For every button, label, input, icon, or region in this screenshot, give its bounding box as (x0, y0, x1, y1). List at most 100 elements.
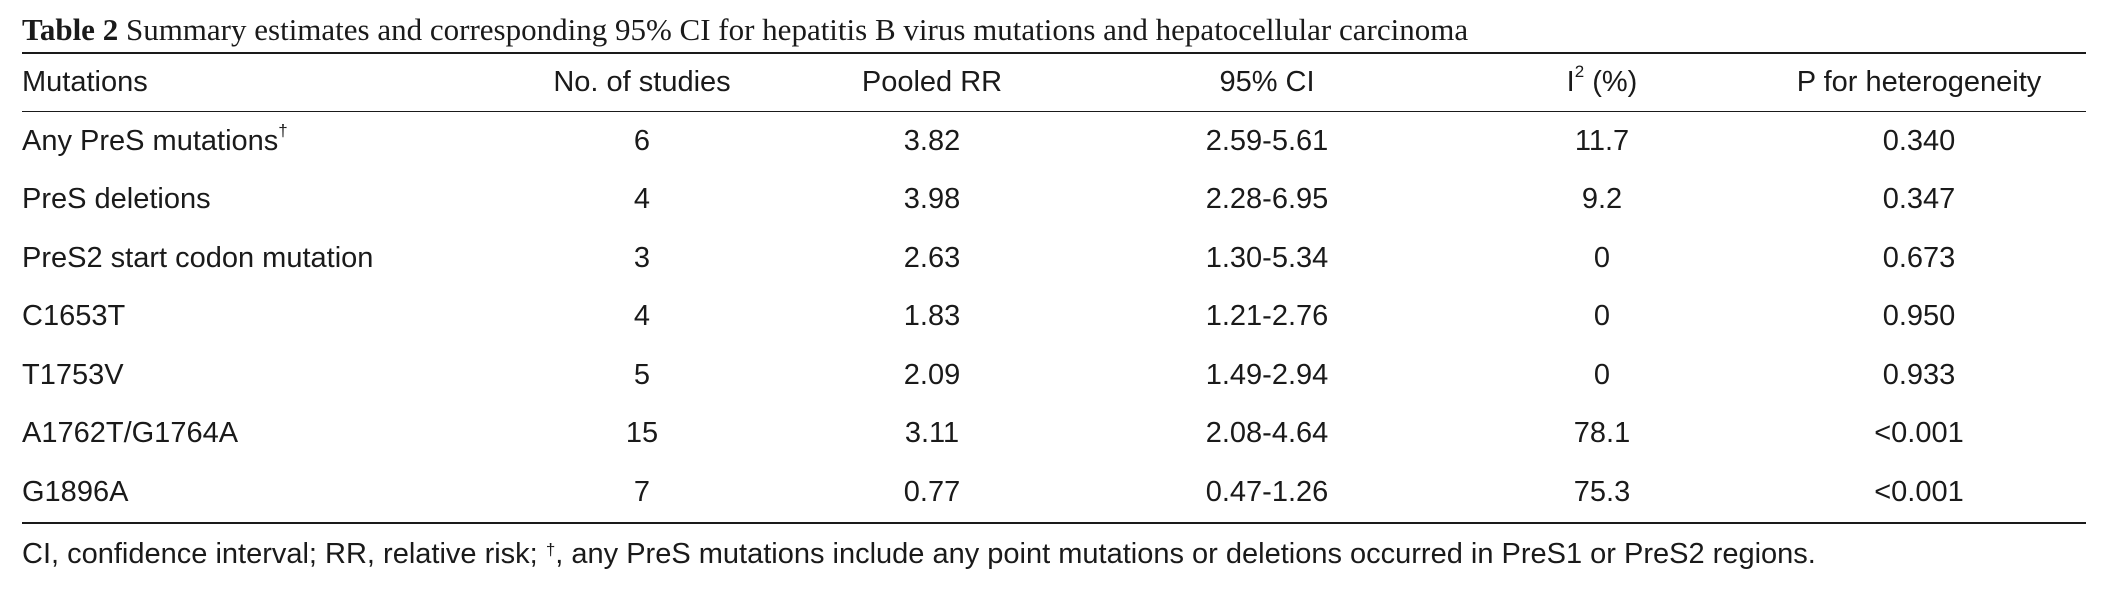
cell-studies: 15 (502, 405, 782, 464)
cell-i2-text: 0 (1593, 300, 1611, 333)
cell-ci-text: 1.21-2.76 (1205, 300, 1329, 333)
table-body: Any PreS mutations† 6 3.82 2.59-5.61 11.7 0.3… (22, 112, 2086, 523)
cell-pooled-rr: 2.09 (782, 346, 1082, 405)
cell-studies-text: 7 (633, 475, 651, 508)
cell-i2-text: 9.2 (1581, 183, 1623, 216)
cell-mutation-text: C1653T (22, 300, 126, 333)
cell-mutation: PreS2 start codon mutation (22, 229, 502, 288)
cell-ci: 1.30-5.34 (1082, 229, 1452, 288)
cell-mutation-text: T1753V (22, 358, 124, 391)
header-p-heterogeneity: P for heterogeneity (1796, 66, 2042, 98)
cell-i2: 78.1 (1452, 405, 1752, 464)
cell-i2-text: 78.1 (1573, 417, 1631, 450)
cell-mutation-text: PreS deletions (22, 183, 211, 216)
cell-ci: 2.28-6.95 (1082, 171, 1452, 230)
cell-ci: 2.59-5.61 (1082, 112, 1452, 171)
cell-p-text: 0.347 (1882, 183, 1956, 216)
table-row: A1762T/G1764A 15 3.11 2.08-4.64 78.1 <0.001 (22, 405, 2086, 464)
cell-ci: 2.08-4.64 (1082, 405, 1452, 464)
cell-ci-text: 1.30-5.34 (1205, 241, 1329, 274)
table-row: PreS deletions 4 3.98 2.28-6.95 9.2 0.347 (22, 171, 2086, 230)
cell-i2: 0 (1452, 229, 1752, 288)
cell-ci: 0.47-1.26 (1082, 463, 1452, 523)
cell-ci: 1.21-2.76 (1082, 288, 1452, 347)
header-i2-sup: 2 (1574, 62, 1585, 81)
cell-studies: 5 (502, 346, 782, 405)
footnote-mark: † (545, 539, 556, 559)
cell-mutation-text: Any PreS mutations (22, 124, 279, 157)
cell-i2-text: 11.7 (1574, 124, 1630, 157)
cell-mutation: Any PreS mutations† (22, 112, 502, 171)
cell-studies-text: 5 (633, 358, 651, 391)
cell-p: 0.673 (1752, 229, 2086, 288)
cell-ci: 1.49-2.94 (1082, 346, 1452, 405)
cell-p: 0.347 (1752, 171, 2086, 230)
header-i2-base: I (1566, 66, 1575, 98)
cell-p-text: 0.673 (1882, 241, 1956, 274)
header-pooled-rr: Pooled RR (861, 66, 1003, 98)
cell-p: 0.933 (1752, 346, 2086, 405)
cell-studies-text: 6 (633, 124, 651, 157)
cell-studies: 7 (502, 463, 782, 523)
header-row: Mutations No. of studies Pooled RR 95% C… (22, 53, 2086, 112)
cell-studies: 6 (502, 112, 782, 171)
cell-ci-text: 2.28-6.95 (1205, 183, 1329, 216)
cell-p-text: <0.001 (1874, 417, 1964, 450)
cell-mutation: C1653T (22, 288, 502, 347)
cell-i2-text: 75.3 (1573, 475, 1631, 508)
table-footnote: CI, confidence interval; RR, relative ri… (22, 524, 2086, 576)
cell-studies-text: 3 (633, 241, 651, 274)
cell-mutation: G1896A (22, 463, 502, 523)
table-row: Any PreS mutations† 6 3.82 2.59-5.61 11.7 0.3… (22, 112, 2086, 171)
cell-pooled-rr-text: 3.98 (903, 183, 961, 216)
cell-studies: 4 (502, 171, 782, 230)
cell-i2-text: 0 (1593, 358, 1611, 391)
header-i2: I2 (%) (1452, 53, 1752, 112)
table-caption: Table 2 Summary estimates and correspond… (22, 8, 2086, 52)
table-row: G1896A 7 0.77 0.47-1.26 75.3 <0.001 (22, 463, 2086, 523)
cell-ci-text: 2.59-5.61 (1205, 124, 1329, 157)
header-studies: No. of studies (553, 66, 731, 98)
table-container: Table 2 Summary estimates and correspond… (22, 8, 2086, 576)
cell-i2: 9.2 (1452, 171, 1752, 230)
cell-i2: 11.7 (1452, 112, 1752, 171)
cell-pooled-rr: 0.77 (782, 463, 1082, 523)
table-caption-text: Summary estimates and corresponding 95% … (125, 12, 1469, 47)
cell-studies: 4 (502, 288, 782, 347)
cell-mutation: A1762T/G1764A (22, 405, 502, 464)
cell-i2-text: 0 (1593, 241, 1611, 274)
table-row: PreS2 start codon mutation 3 2.63 1.30-5.34… (22, 229, 2086, 288)
cell-studies: 3 (502, 229, 782, 288)
cell-pooled-rr: 3.11 (782, 405, 1082, 464)
cell-p-text: <0.001 (1874, 475, 1964, 508)
cell-pooled-rr: 3.98 (782, 171, 1082, 230)
footnote-after: , any PreS mutations include any point m… (555, 537, 1816, 570)
cell-pooled-rr-text: 2.63 (903, 241, 961, 274)
cell-mutation: T1753V (22, 346, 502, 405)
cell-p: 0.950 (1752, 288, 2086, 347)
cell-pooled-rr-text: 1.83 (903, 300, 961, 333)
cell-studies-text: 15 (625, 417, 659, 450)
header-ci: 95% CI (1219, 66, 1315, 98)
cell-mutation-text: G1896A (22, 475, 129, 508)
cell-ci-text: 1.49-2.94 (1205, 358, 1329, 391)
cell-p: <0.001 (1752, 405, 2086, 464)
header-i2-unit: (%) (1584, 66, 1638, 98)
cell-p-text: 0.950 (1882, 300, 1956, 333)
cell-pooled-rr: 1.83 (782, 288, 1082, 347)
table-row: C1653T 4 1.83 1.21-2.76 0 0.950 (22, 288, 2086, 347)
summary-table: Mutations No. of studies Pooled RR 95% C… (22, 52, 2086, 524)
cell-i2: 0 (1452, 346, 1752, 405)
cell-studies-text: 4 (633, 183, 651, 216)
cell-pooled-rr-text: 3.11 (904, 417, 960, 450)
cell-pooled-rr: 3.82 (782, 112, 1082, 171)
cell-i2: 75.3 (1452, 463, 1752, 523)
cell-pooled-rr-text: 2.09 (903, 358, 961, 391)
cell-p-text: 0.933 (1882, 358, 1956, 391)
table-row: T1753V 5 2.09 1.49-2.94 0 0.933 (22, 346, 2086, 405)
cell-ci-text: 0.47-1.26 (1205, 475, 1329, 508)
cell-pooled-rr-text: 3.82 (903, 124, 961, 157)
cell-mutation-text: A1762T/G1764A (22, 417, 239, 450)
cell-mutation-text: PreS2 start codon mutation (22, 241, 374, 274)
cell-p: <0.001 (1752, 463, 2086, 523)
